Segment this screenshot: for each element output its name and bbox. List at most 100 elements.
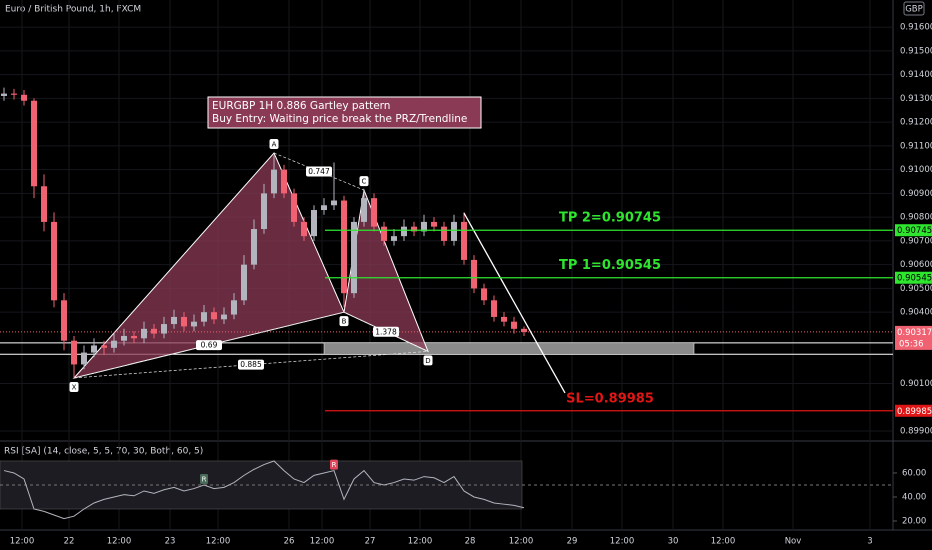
- candle-body: [391, 236, 397, 241]
- candle-body: [401, 226, 407, 237]
- candle-body: [111, 340, 117, 348]
- ratio-label: 1.378: [375, 327, 397, 336]
- x-tick-label: 27: [365, 537, 376, 547]
- candle-body: [91, 345, 97, 353]
- point-label: X: [72, 383, 77, 391]
- y-tick-label: 0.90100: [900, 379, 932, 389]
- candle-body: [181, 316, 187, 327]
- candle-body: [241, 264, 247, 301]
- candle-body: [461, 221, 467, 260]
- note-box: [207, 96, 482, 129]
- rsi-marker-label: R: [202, 475, 207, 483]
- y-tick-label: 0.90400: [900, 308, 932, 318]
- y-tick-label: 0.90500: [900, 284, 932, 294]
- candle-body: [251, 229, 257, 265]
- prz-box: [323, 342, 695, 355]
- y-tick-label: 0.90700: [900, 236, 932, 246]
- y-tick-label: 0.91000: [900, 165, 932, 175]
- axis-price-box: [895, 325, 932, 350]
- candle-body: [501, 316, 507, 322]
- candle-body: [261, 193, 267, 230]
- ratio-label: 0.69: [201, 341, 218, 350]
- candle-body: [521, 328, 527, 332]
- countdown-label: 05:36: [899, 339, 924, 349]
- candle-body: [291, 193, 297, 222]
- x-tick-label: 12:00: [10, 537, 35, 547]
- candle-body: [301, 221, 307, 237]
- candle-body: [191, 321, 197, 327]
- ratio-box: [238, 359, 264, 370]
- y-tick-label: 0.90800: [900, 213, 932, 223]
- candle-body: [411, 226, 417, 232]
- candle-body: [211, 312, 217, 320]
- candle-body: [141, 328, 147, 339]
- candle-body: [11, 93, 17, 95]
- rsi-marker-box: [200, 473, 208, 484]
- candle-body: [281, 169, 287, 194]
- x-tick-label: 12:00: [509, 537, 534, 547]
- candle-body: [121, 335, 127, 341]
- x-tick-label: 12:00: [610, 537, 635, 547]
- candle-body: [101, 345, 107, 348]
- x-tick-label: 23: [165, 537, 176, 547]
- y-tick-label: 0.90600: [900, 260, 932, 270]
- x-tick-label: 28: [465, 537, 476, 547]
- candle-body: [61, 300, 67, 341]
- rsi-marker-box: [330, 459, 338, 470]
- chart-title: Euro / British Pound, 1h, FXCM: [5, 5, 141, 15]
- candle-body: [441, 226, 447, 241]
- candle-body: [1, 93, 7, 96]
- x-tick-label: 26: [284, 537, 295, 547]
- candle-body: [271, 169, 277, 194]
- axis-price-label: 0.90317: [897, 328, 932, 338]
- x-tick-label: 22: [64, 537, 75, 547]
- y-tick-label: 0.91200: [900, 118, 932, 128]
- y-tick-label: 0.91600: [900, 23, 932, 33]
- x-tick-label: 3: [867, 537, 872, 547]
- point-label: C: [362, 178, 367, 186]
- currency: GBP: [905, 5, 923, 15]
- rsi-tick-label: 60.00: [902, 468, 926, 478]
- x-tick-label: 12:00: [206, 537, 231, 547]
- candle-body: [331, 200, 337, 206]
- y-tick-label: 0.91400: [900, 70, 932, 80]
- note-text: Buy Entry: Waiting price break the PRZ/T…: [212, 113, 467, 125]
- point-box: [269, 139, 279, 150]
- candle-body: [231, 300, 237, 315]
- candle-body: [421, 221, 427, 232]
- level-label: TP 1=0.90545: [559, 258, 661, 273]
- candle-body: [321, 205, 327, 211]
- ratio-box: [306, 166, 332, 177]
- candle-body: [471, 259, 477, 289]
- candle-body: [221, 314, 227, 320]
- axis-price-box: [895, 224, 932, 237]
- ratio-line: [273, 152, 365, 191]
- y-tick-label: 0.91500: [900, 46, 932, 56]
- candle-body: [131, 335, 137, 339]
- point-box: [423, 355, 433, 366]
- candle-body: [161, 324, 167, 334]
- x-tick-label: 29: [567, 537, 578, 547]
- ratio-label: 0.885: [240, 360, 262, 369]
- candle-body: [511, 321, 517, 329]
- x-tick-label: 12:00: [107, 537, 132, 547]
- x-tick-label: 12:00: [711, 537, 736, 547]
- candle-body: [41, 186, 47, 222]
- rsi-title: RSI [SA] (14, close, 5, 5, 70, 30, Both,…: [4, 447, 203, 457]
- y-tick-label: 0.90900: [900, 189, 932, 199]
- ratio-box: [196, 340, 222, 351]
- candle-body: [361, 198, 367, 222]
- x-tick-label: 12:00: [310, 537, 335, 547]
- candle-body: [171, 316, 177, 325]
- candle-body: [71, 340, 77, 365]
- candle-body: [481, 288, 487, 301]
- ratio-line: [73, 311, 345, 379]
- point-box: [339, 316, 349, 327]
- candle-body: [51, 221, 57, 301]
- candle-body: [311, 210, 317, 237]
- candle-body: [201, 312, 207, 322]
- x-tick-label: 12:00: [408, 537, 433, 547]
- level-label: TP 2=0.90745: [559, 211, 661, 226]
